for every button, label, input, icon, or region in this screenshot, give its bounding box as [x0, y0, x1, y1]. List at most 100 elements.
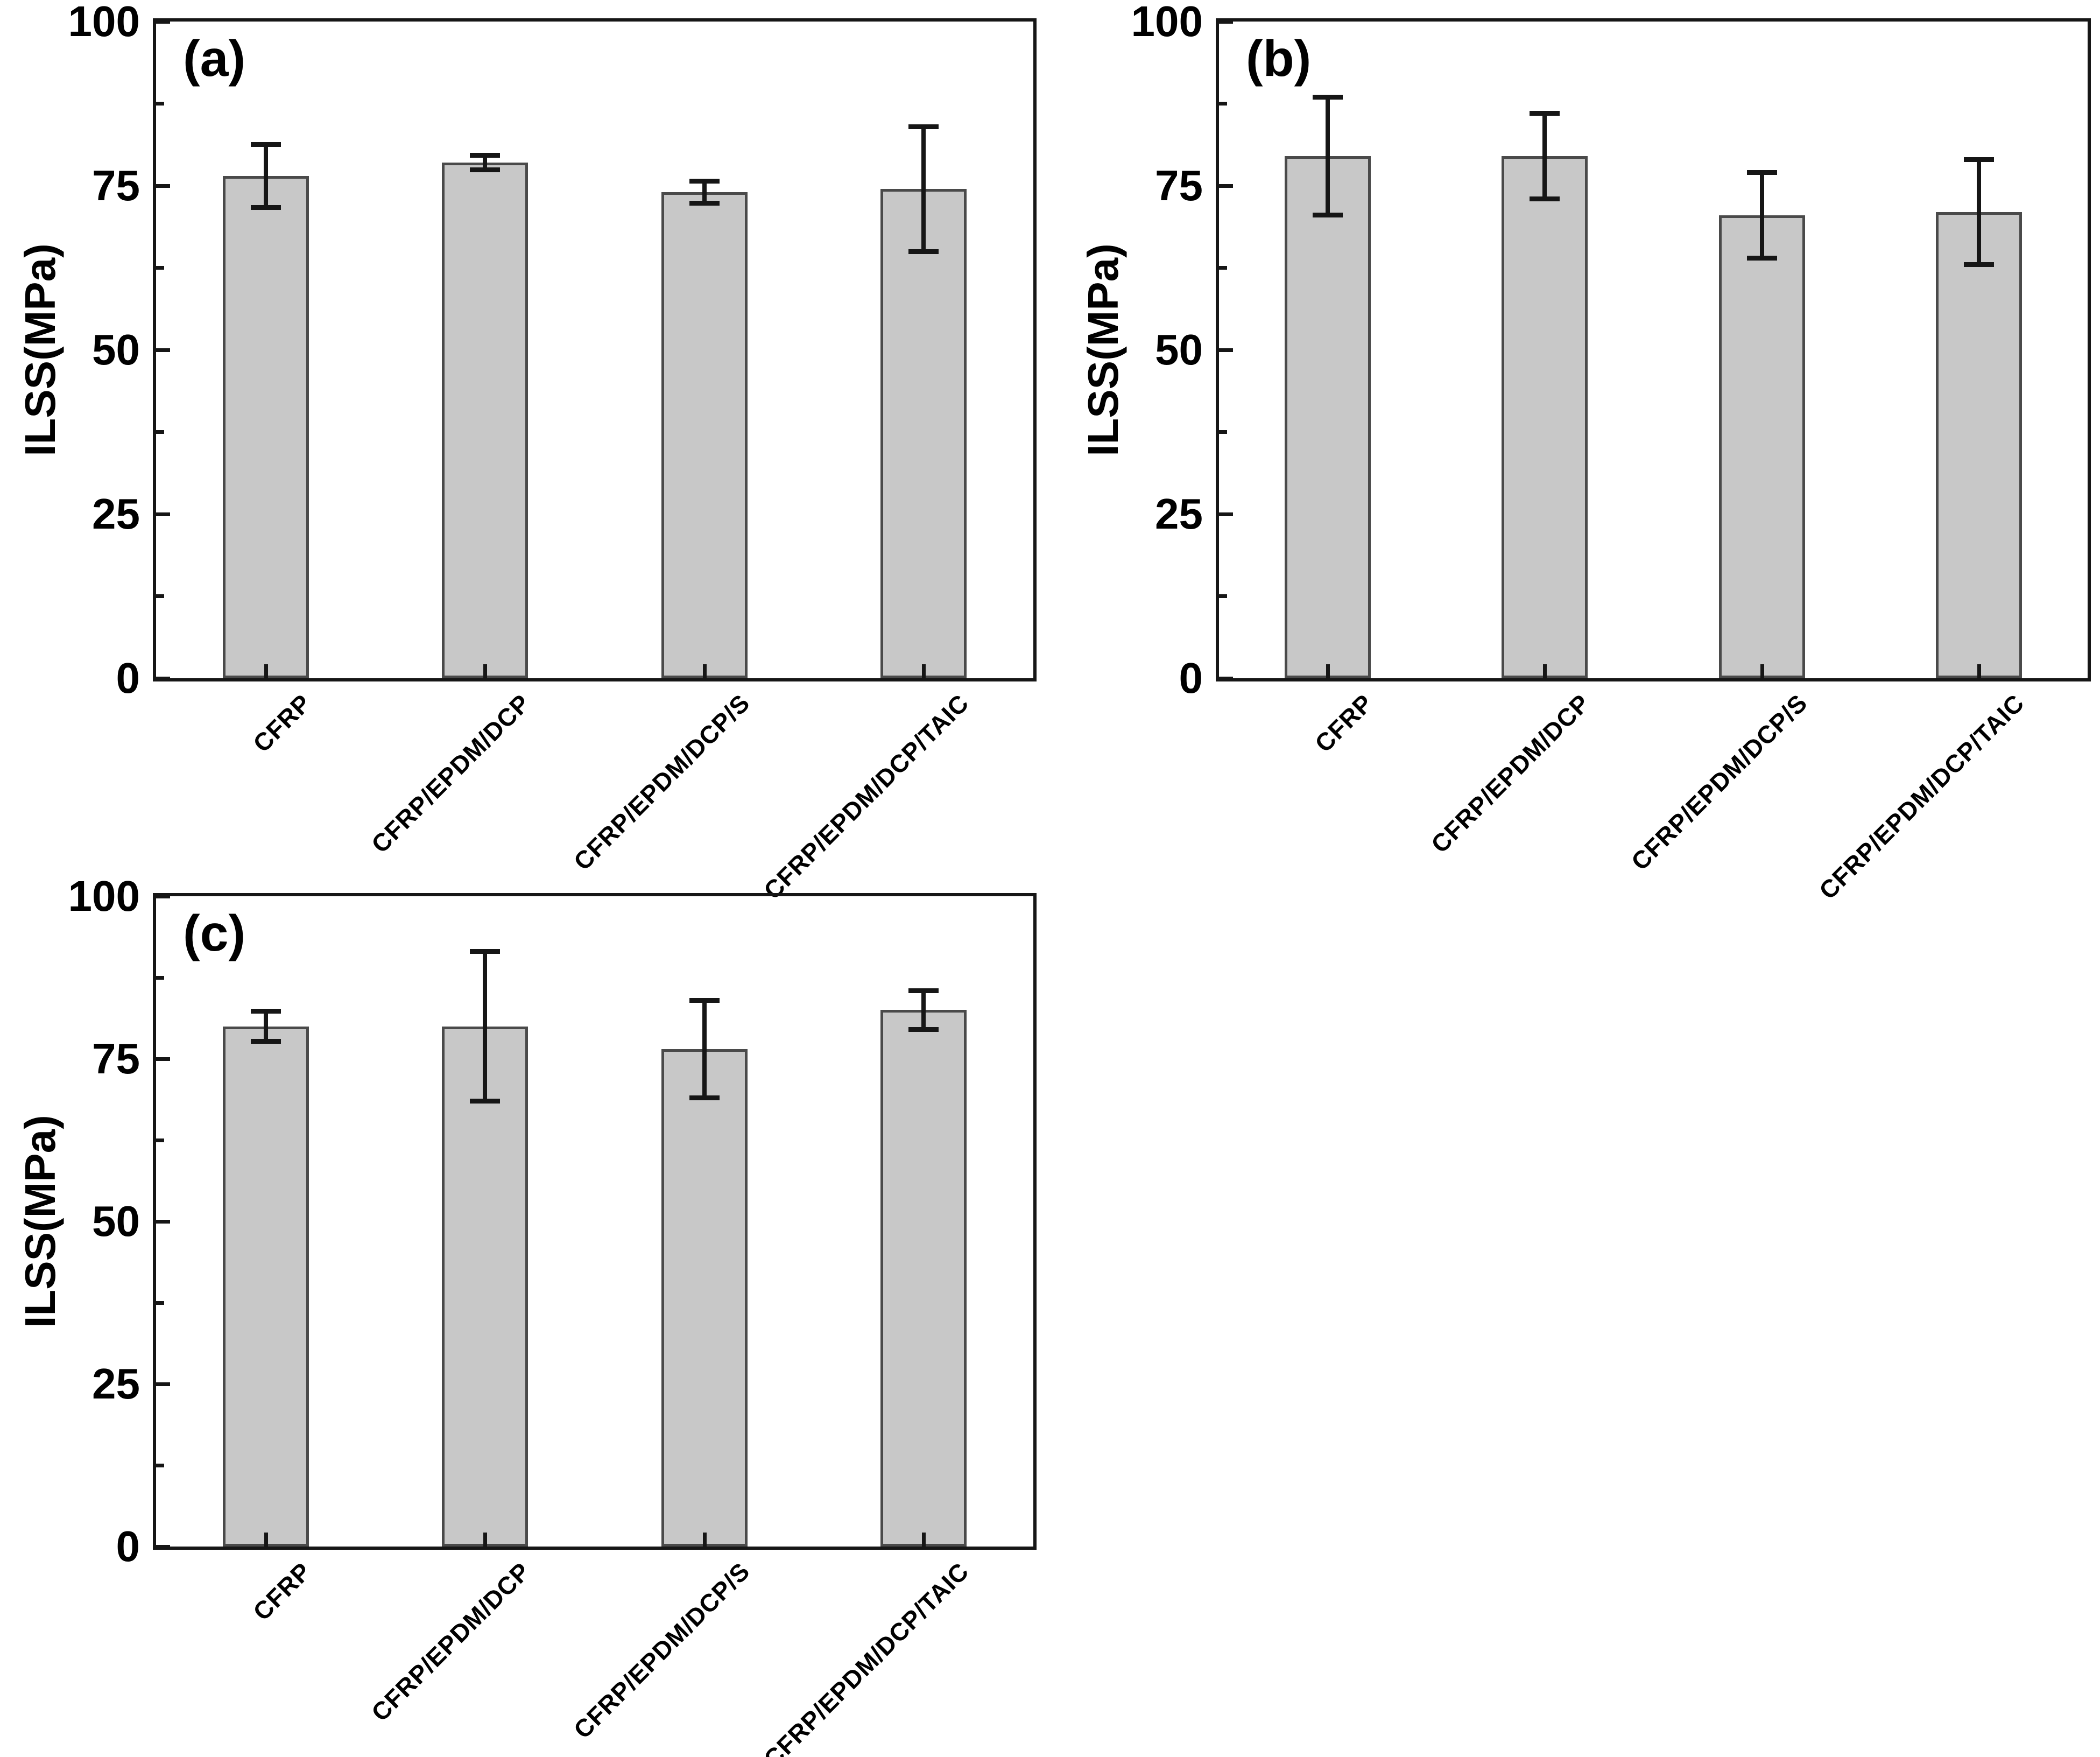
x-category-label: CFRP/EPDM/DCP	[1425, 688, 1596, 859]
error-bar-cap-bottom	[908, 1027, 939, 1032]
error-bar-cap-top	[470, 153, 500, 158]
bar	[223, 176, 309, 678]
y-axis-minor-tick	[156, 430, 164, 434]
y-tick-label: 100	[68, 872, 140, 920]
x-category-label: CFRP	[1309, 688, 1379, 758]
bar	[442, 163, 528, 678]
y-axis-tick	[156, 895, 170, 898]
panel-letter-c: (c)	[183, 905, 246, 962]
x-axis-tick	[264, 1533, 268, 1547]
y-axis-tick	[1219, 677, 1233, 680]
x-category-label: CFRP/EPDM/DCP/S	[1625, 688, 1813, 876]
x-category-label: CFRP/EPDM/DCP/TAIC	[1813, 688, 2030, 905]
plot-area-panel-b	[1216, 18, 2091, 681]
y-axis-tick	[156, 348, 170, 352]
x-axis-tick	[1543, 664, 1547, 678]
y-tick-label: 75	[92, 1035, 140, 1083]
error-bar-cap-top	[908, 124, 939, 129]
error-bar-cap-top	[908, 988, 939, 993]
y-axis-tick	[156, 1382, 170, 1386]
error-bar-line	[1760, 173, 1764, 258]
y-axis-minor-tick	[1219, 430, 1227, 434]
error-bar-cap-top	[689, 179, 720, 184]
error-bar-line	[921, 990, 926, 1029]
error-bar-cap-bottom	[251, 1039, 281, 1044]
error-bar-line	[702, 181, 707, 203]
error-bar-line	[921, 126, 926, 251]
bar	[1719, 215, 1805, 678]
y-tick-label: 75	[1155, 161, 1203, 209]
y-axis-minor-tick	[1219, 102, 1227, 106]
x-axis-tick	[922, 664, 926, 678]
y-tick-label: 50	[1155, 326, 1203, 374]
error-bar-line	[1542, 114, 1547, 199]
y-axis-tick	[156, 677, 170, 680]
error-bar-cap-bottom	[1530, 196, 1560, 201]
y-axis-minor-tick	[156, 1301, 164, 1305]
y-axis-minor-tick	[156, 976, 164, 980]
y-axis-minor-tick	[1219, 266, 1227, 270]
error-bar-cap-top	[1964, 157, 1994, 162]
error-bar-cap-top	[689, 998, 720, 1003]
y-tick-label: 0	[116, 1522, 140, 1570]
x-axis-tick	[264, 664, 268, 678]
y-axis-tick	[1219, 348, 1233, 352]
bar	[1936, 212, 2022, 678]
error-bar-line	[1977, 159, 1981, 264]
x-axis-tick	[483, 664, 487, 678]
y-tick-label: 50	[92, 326, 140, 374]
x-category-label: CFRP	[247, 1557, 317, 1626]
bar	[880, 1010, 967, 1547]
y-tick-label: 25	[92, 490, 140, 538]
y-axis-tick	[156, 512, 170, 516]
error-bar-cap-bottom	[689, 1095, 720, 1100]
y-axis-minor-tick	[156, 1138, 164, 1142]
error-bar-cap-top	[1313, 95, 1343, 100]
panel-letter-a: (a)	[183, 30, 246, 87]
error-bar-cap-bottom	[251, 205, 281, 210]
y-axis-minor-tick	[156, 1464, 164, 1467]
y-tick-label: 25	[1155, 490, 1203, 538]
error-bar-cap-bottom	[1313, 213, 1343, 217]
error-bar-cap-bottom	[470, 1099, 500, 1104]
y-axis-minor-tick	[1219, 594, 1227, 598]
plot-area-panel-c	[153, 893, 1037, 1550]
bar	[223, 1027, 309, 1547]
panel-letter-b: (b)	[1246, 30, 1312, 87]
error-bar-line	[1326, 97, 1330, 215]
y-tick-label: 75	[92, 161, 140, 209]
bar	[1285, 156, 1371, 678]
y-axis-minor-tick	[156, 266, 164, 270]
error-bar-cap-bottom	[470, 167, 500, 172]
error-bar-cap-top	[1747, 170, 1777, 175]
x-axis-tick	[483, 1533, 487, 1547]
y-tick-label: 100	[68, 0, 140, 45]
error-bar-cap-bottom	[908, 249, 939, 254]
error-bar-line	[264, 144, 268, 207]
bar	[661, 192, 748, 678]
y-tick-label: 25	[92, 1360, 140, 1408]
x-axis-tick	[1326, 664, 1330, 678]
y-axis-tick	[156, 1220, 170, 1224]
x-axis-tick	[703, 1533, 707, 1547]
error-bar-line	[483, 156, 487, 170]
bar	[661, 1049, 748, 1547]
error-bar-cap-bottom	[1747, 256, 1777, 261]
y-axis-tick	[156, 1057, 170, 1061]
error-bar-cap-top	[1530, 111, 1560, 116]
y-axis-tick	[156, 184, 170, 188]
error-bar-cap-bottom	[689, 201, 720, 206]
x-axis-tick	[703, 664, 707, 678]
error-bar-line	[483, 952, 487, 1101]
y-axis-tick	[1219, 512, 1233, 516]
error-bar-cap-top	[251, 1009, 281, 1014]
bar	[442, 1027, 528, 1547]
x-axis-tick	[922, 1533, 926, 1547]
y-axis-minor-tick	[156, 594, 164, 598]
error-bar-cap-bottom	[1964, 262, 1994, 267]
y-axis-tick	[1219, 184, 1233, 188]
y-tick-label: 100	[1131, 0, 1203, 45]
error-bar-line	[264, 1011, 268, 1042]
y-axis-minor-tick	[156, 102, 164, 106]
